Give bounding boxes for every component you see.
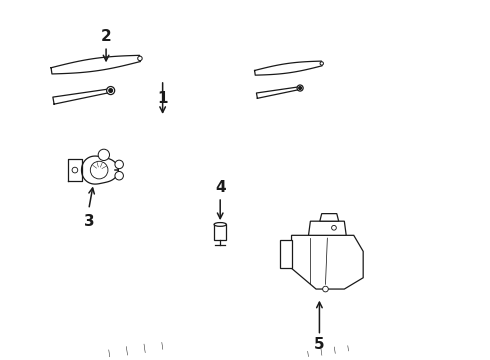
- Circle shape: [115, 171, 123, 180]
- Text: 5: 5: [314, 337, 325, 352]
- Circle shape: [98, 149, 109, 161]
- Polygon shape: [320, 213, 339, 221]
- Circle shape: [72, 167, 78, 173]
- Polygon shape: [255, 61, 322, 75]
- Circle shape: [322, 286, 328, 292]
- Circle shape: [320, 62, 323, 65]
- Polygon shape: [309, 221, 346, 235]
- Circle shape: [332, 225, 336, 230]
- Text: 2: 2: [101, 28, 111, 44]
- Polygon shape: [214, 224, 226, 239]
- Circle shape: [90, 161, 108, 179]
- Polygon shape: [68, 159, 81, 181]
- Polygon shape: [280, 240, 292, 268]
- Text: 3: 3: [84, 214, 95, 229]
- Ellipse shape: [214, 222, 226, 226]
- Polygon shape: [256, 87, 300, 98]
- Polygon shape: [81, 156, 119, 184]
- Circle shape: [115, 160, 123, 169]
- Text: 4: 4: [215, 180, 225, 195]
- Polygon shape: [292, 235, 363, 289]
- Circle shape: [299, 87, 301, 89]
- Text: 1: 1: [157, 91, 168, 106]
- Polygon shape: [53, 89, 111, 104]
- Circle shape: [109, 89, 112, 92]
- Circle shape: [138, 56, 142, 60]
- Circle shape: [297, 85, 303, 91]
- Polygon shape: [51, 55, 140, 74]
- Circle shape: [107, 86, 115, 95]
